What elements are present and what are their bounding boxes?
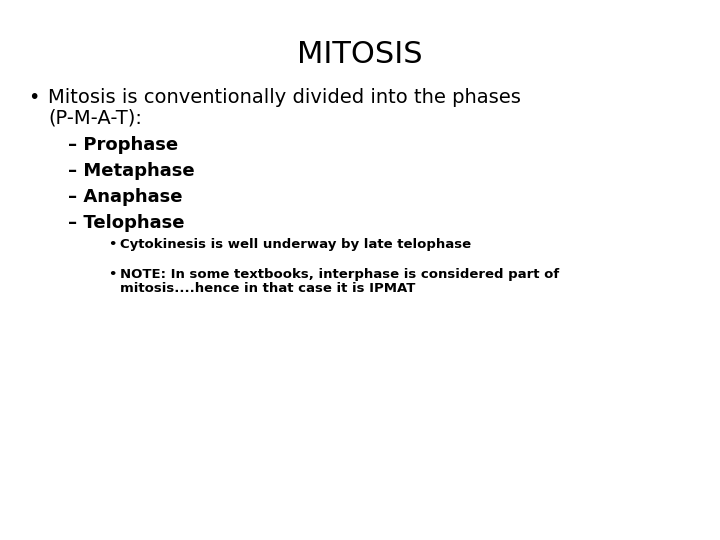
Text: Cytokinesis is well underway by late telophase: Cytokinesis is well underway by late tel… [120, 238, 471, 251]
Text: Mitosis is conventionally divided into the phases: Mitosis is conventionally divided into t… [48, 88, 521, 107]
Text: •: • [108, 238, 117, 251]
Text: (P-M-A-T):: (P-M-A-T): [48, 108, 142, 127]
Text: NOTE: In some textbooks, interphase is considered part of: NOTE: In some textbooks, interphase is c… [120, 268, 559, 281]
Text: mitosis....hence in that case it is IPMAT: mitosis....hence in that case it is IPMA… [120, 282, 415, 295]
Text: •: • [28, 88, 40, 107]
Text: – Prophase: – Prophase [68, 136, 178, 154]
Text: – Metaphase: – Metaphase [68, 162, 194, 180]
Text: – Telophase: – Telophase [68, 214, 184, 232]
Text: – Anaphase: – Anaphase [68, 188, 182, 206]
Text: MITOSIS: MITOSIS [297, 40, 423, 69]
Text: •: • [108, 268, 117, 281]
